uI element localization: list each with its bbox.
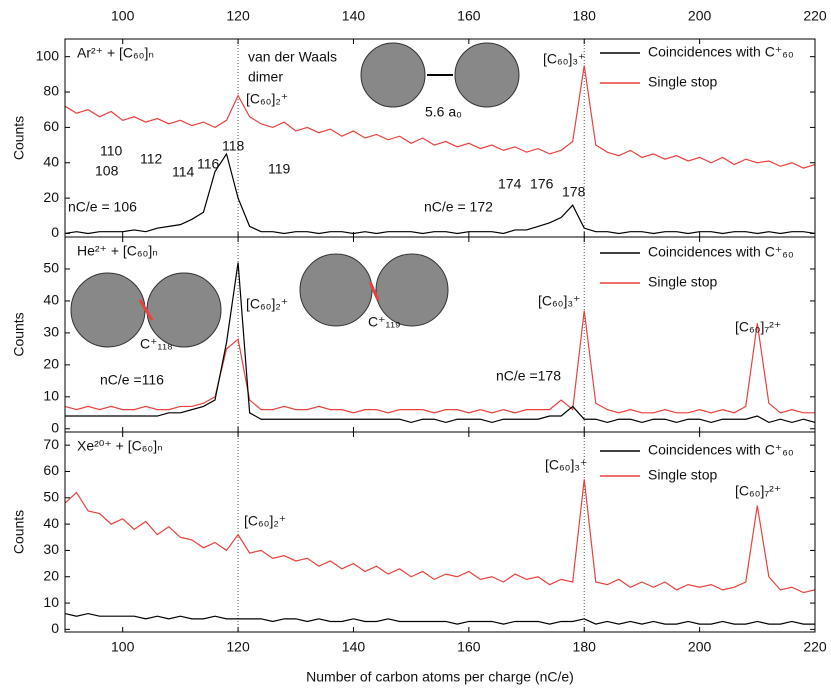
legend-label: Coincidences with C⁺₆₀ [648, 244, 794, 260]
annotation: 174 [498, 176, 522, 192]
annotation: [C₆₀]₂⁺ [244, 513, 286, 529]
y-tick-label: 70 [43, 436, 59, 452]
y-tick-label: 30 [43, 541, 59, 557]
x-tick-label: 160 [457, 639, 481, 655]
x-tick-label-top: 220 [803, 8, 827, 24]
y-tick-label: 30 [43, 324, 59, 340]
annotation: [C₆₀]₇²⁺ [735, 319, 781, 335]
plot-frame [64, 431, 816, 633]
y-tick-label: 10 [43, 388, 59, 404]
series-line [65, 262, 816, 424]
panel-title: Ar²⁺ + [C₆₀]ₙ [77, 45, 154, 61]
x-tick-label-top: 120 [226, 8, 250, 24]
annotation: [C₆₀]₂⁺ [246, 296, 288, 312]
annotation: 5.6 a₀ [425, 104, 462, 120]
molecule-decoration [70, 42, 520, 348]
annotation: 178 [562, 184, 586, 200]
legend-label: Coincidences with C⁺₆₀ [648, 44, 794, 60]
panel-title: Xe²⁰⁺ + [C₆₀]ₙ [77, 438, 163, 454]
y-tick-label: 50 [43, 488, 59, 504]
x-tick-label-top: 140 [342, 8, 366, 24]
x-tick-label: 180 [573, 639, 597, 655]
annotation: 116 [197, 156, 220, 172]
annotation: [C₆₀]₃⁺ [538, 293, 580, 309]
x-tick-label-top: 160 [457, 8, 481, 24]
annotation: 108 [95, 163, 119, 179]
x-tick-label: 200 [688, 639, 712, 655]
bond [368, 281, 380, 301]
y-tick-label: 100 [36, 47, 60, 63]
series-line [64, 65, 816, 169]
y-axis-label: Counts [11, 116, 27, 160]
x-tick-label-top: 180 [573, 8, 597, 24]
x-tick-label-top: 100 [111, 8, 135, 24]
series-line [64, 310, 815, 414]
bond [138, 299, 154, 321]
legend-label: Coincidences with C⁺₆₀ [648, 442, 794, 458]
fullerene [375, 253, 449, 327]
y-axis-label: Counts [11, 510, 27, 554]
panel: 0 10 20 30 40 50 60 70 100 120 140 160 180 200 220 Coun… [11, 431, 827, 685]
annotation: nC/e = 172 [424, 199, 493, 215]
annotation: 118 [222, 138, 245, 154]
fullerene [360, 42, 426, 108]
panel: 0 20 40 60 80 100 100 120 140 160 180 200 220 Counts A… [11, 8, 827, 240]
annotation: 110 [100, 143, 123, 159]
y-tick-label: 20 [43, 567, 59, 583]
series-line [64, 479, 816, 594]
annotation: C⁺₁₁₉ [368, 314, 401, 330]
annotation: nC/e =178 [496, 368, 561, 384]
y-tick-label: 80 [43, 83, 59, 99]
annotation: 119 [268, 161, 291, 177]
annotation: [C₆₀]₃⁺ [545, 457, 587, 473]
x-tick-label: 100 [111, 639, 135, 655]
annotation: dimer [248, 69, 283, 85]
legend-label: Single stop [648, 274, 717, 290]
annotation: C⁺₁₁₈ [140, 336, 173, 352]
y-tick-label: 20 [43, 356, 59, 372]
annotation: nC/e =116 [100, 372, 164, 388]
y-tick-label: 40 [43, 153, 59, 169]
x-tick-label: 140 [342, 639, 366, 655]
y-tick-label: 50 [43, 260, 59, 276]
fullerene [70, 272, 146, 348]
legend-label: Single stop [648, 467, 717, 483]
y-tick-label: 60 [43, 118, 59, 134]
fullerene [299, 253, 373, 327]
annotation: 112 [140, 151, 163, 167]
y-tick-label: 20 [43, 189, 59, 205]
x-tick-label: 220 [803, 639, 827, 655]
legend-label: Single stop [648, 74, 717, 90]
x-tick-label-top: 200 [688, 8, 712, 24]
series-line [64, 152, 816, 235]
x-tick-label: 120 [226, 639, 250, 655]
panel-title: He²⁺ + [C₆₀]ₙ [77, 243, 158, 259]
y-tick-label: 40 [43, 515, 59, 531]
annotation: 176 [530, 176, 554, 192]
panel: 0 10 20 30 40 50 Counts He²⁺ + [C₆₀]ₙ Coincidenc… [11, 236, 816, 436]
annotation: nC/e = 106 [68, 199, 137, 215]
y-tick-label: 0 [51, 224, 59, 240]
y-axis-label: Counts [11, 312, 27, 356]
y-tick-label: 0 [51, 620, 59, 636]
y-tick-label: 0 [51, 420, 59, 436]
fullerene [454, 42, 520, 108]
y-tick-label: 10 [43, 594, 59, 610]
y-tick-label: 60 [43, 462, 59, 478]
annotation: [C₆₀]₇²⁺ [735, 483, 781, 499]
annotation: van der Waals [248, 49, 337, 65]
y-tick-label: 40 [43, 292, 59, 308]
annotation: 114 [172, 164, 195, 180]
series-line [64, 612, 815, 625]
x-axis-label: Number of carbon atoms per charge (nC/e) [306, 669, 574, 685]
annotation: [C₆₀]₃⁺ [543, 51, 585, 67]
annotation: [C₆₀]₂⁺ [246, 91, 288, 107]
